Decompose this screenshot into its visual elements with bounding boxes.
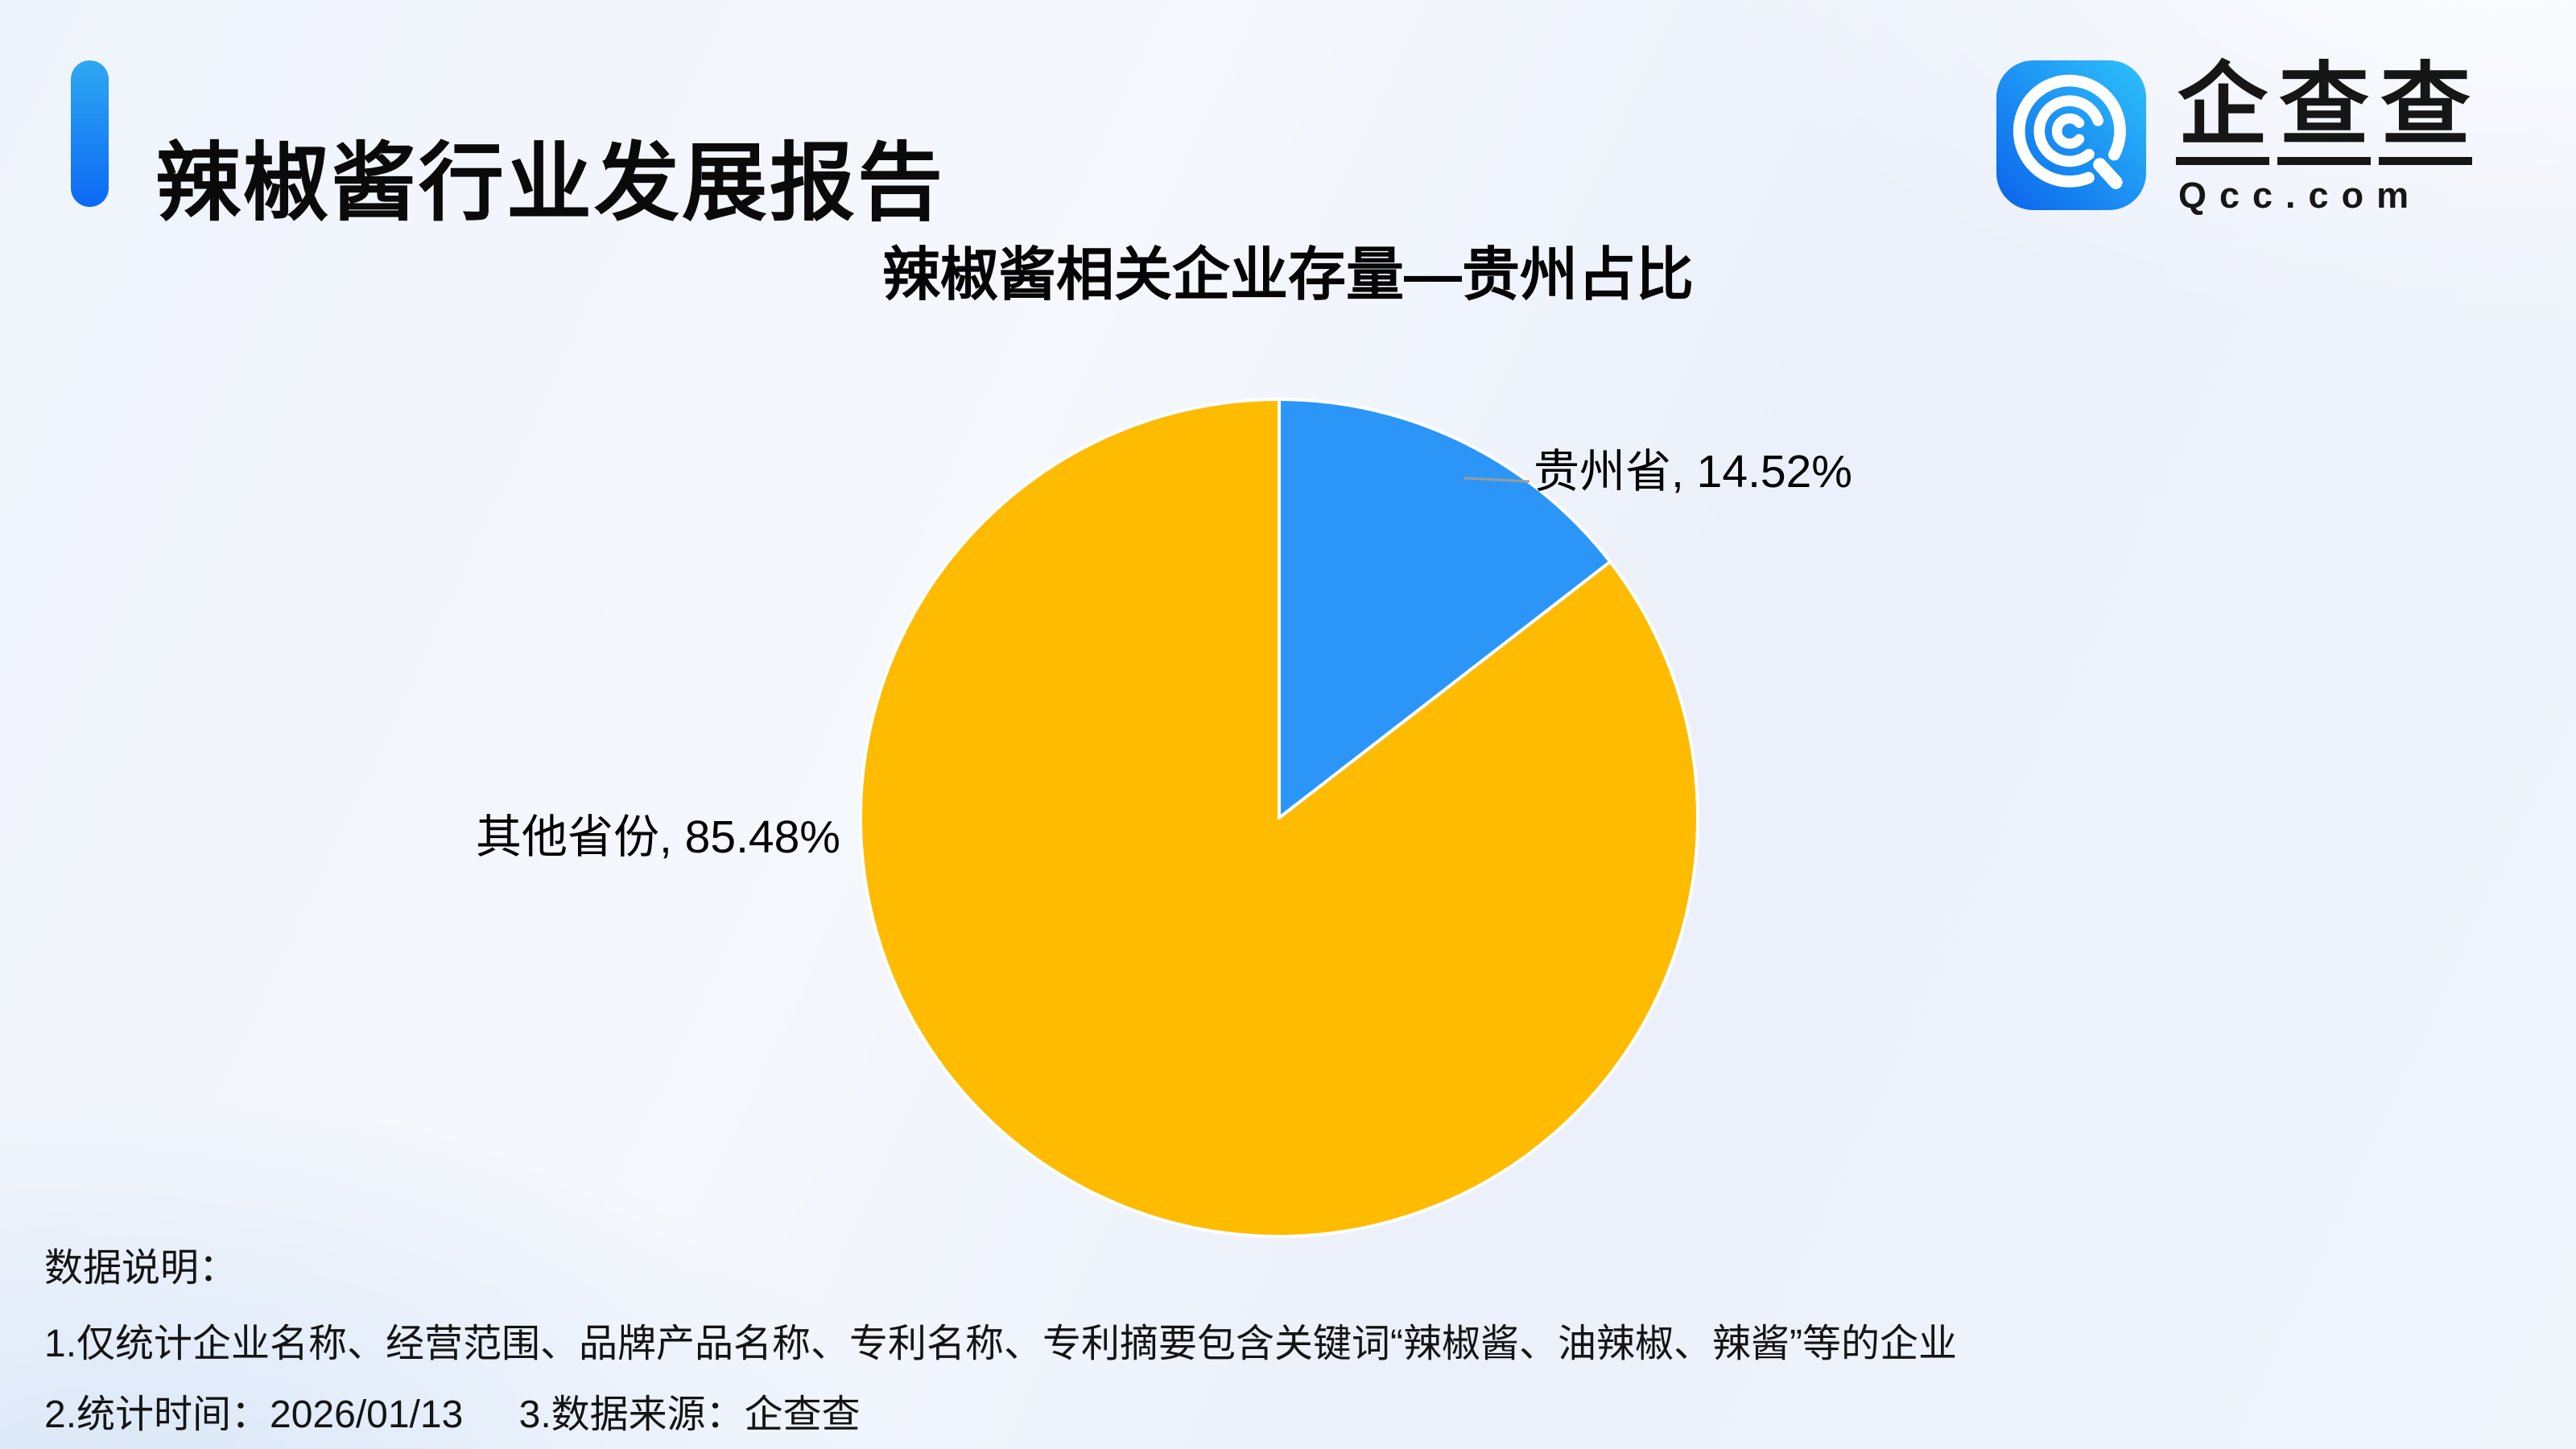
pie-label-others: 其他省份, 85.48%	[476, 811, 840, 863]
qcc-magnifier-icon	[1996, 60, 2146, 210]
brand-name-char: 企	[2176, 60, 2269, 165]
footnote-meta: 2.统计时间：2026/01/13 3.数据来源：企查查	[44, 1393, 861, 1437]
brand-domain: Qcc.com	[2178, 175, 2422, 216]
page-title: 辣椒酱行业发展报告	[155, 136, 945, 232]
pie-label-guizhou: 贵州省, 14.52%	[1534, 446, 1852, 497]
brand-name-char: 查	[2277, 60, 2371, 165]
pie-slice-1	[859, 398, 1699, 1238]
footnote-stat-time: 2.统计时间：2026/01/13	[44, 1393, 464, 1436]
pie-slice-0	[1278, 398, 1612, 819]
footnote-data-source: 3.数据来源：企查查	[518, 1393, 861, 1436]
pie-slices	[859, 398, 1699, 1238]
brand-name-char: 查	[2379, 60, 2472, 165]
pie-chart	[859, 398, 1699, 1238]
qcc-logo: 企 查 查 Qcc.com	[1996, 60, 2476, 217]
footnote-heading: 数据说明：	[44, 1247, 238, 1290]
brand-text: 企 查 查 Qcc.com	[2172, 60, 2476, 217]
chart-title: 辣椒酱相关企业存量—贵州占比	[881, 243, 1694, 308]
title-accent-bar	[71, 60, 109, 207]
brand-name: 企 查 查	[2172, 60, 2476, 165]
label-leader-line	[1463, 477, 1530, 483]
footnote-scope: 1.仅统计企业名称、经营范围、品牌产品名称、专利名称、专利摘要包含关键词“辣椒酱…	[44, 1323, 1958, 1365]
